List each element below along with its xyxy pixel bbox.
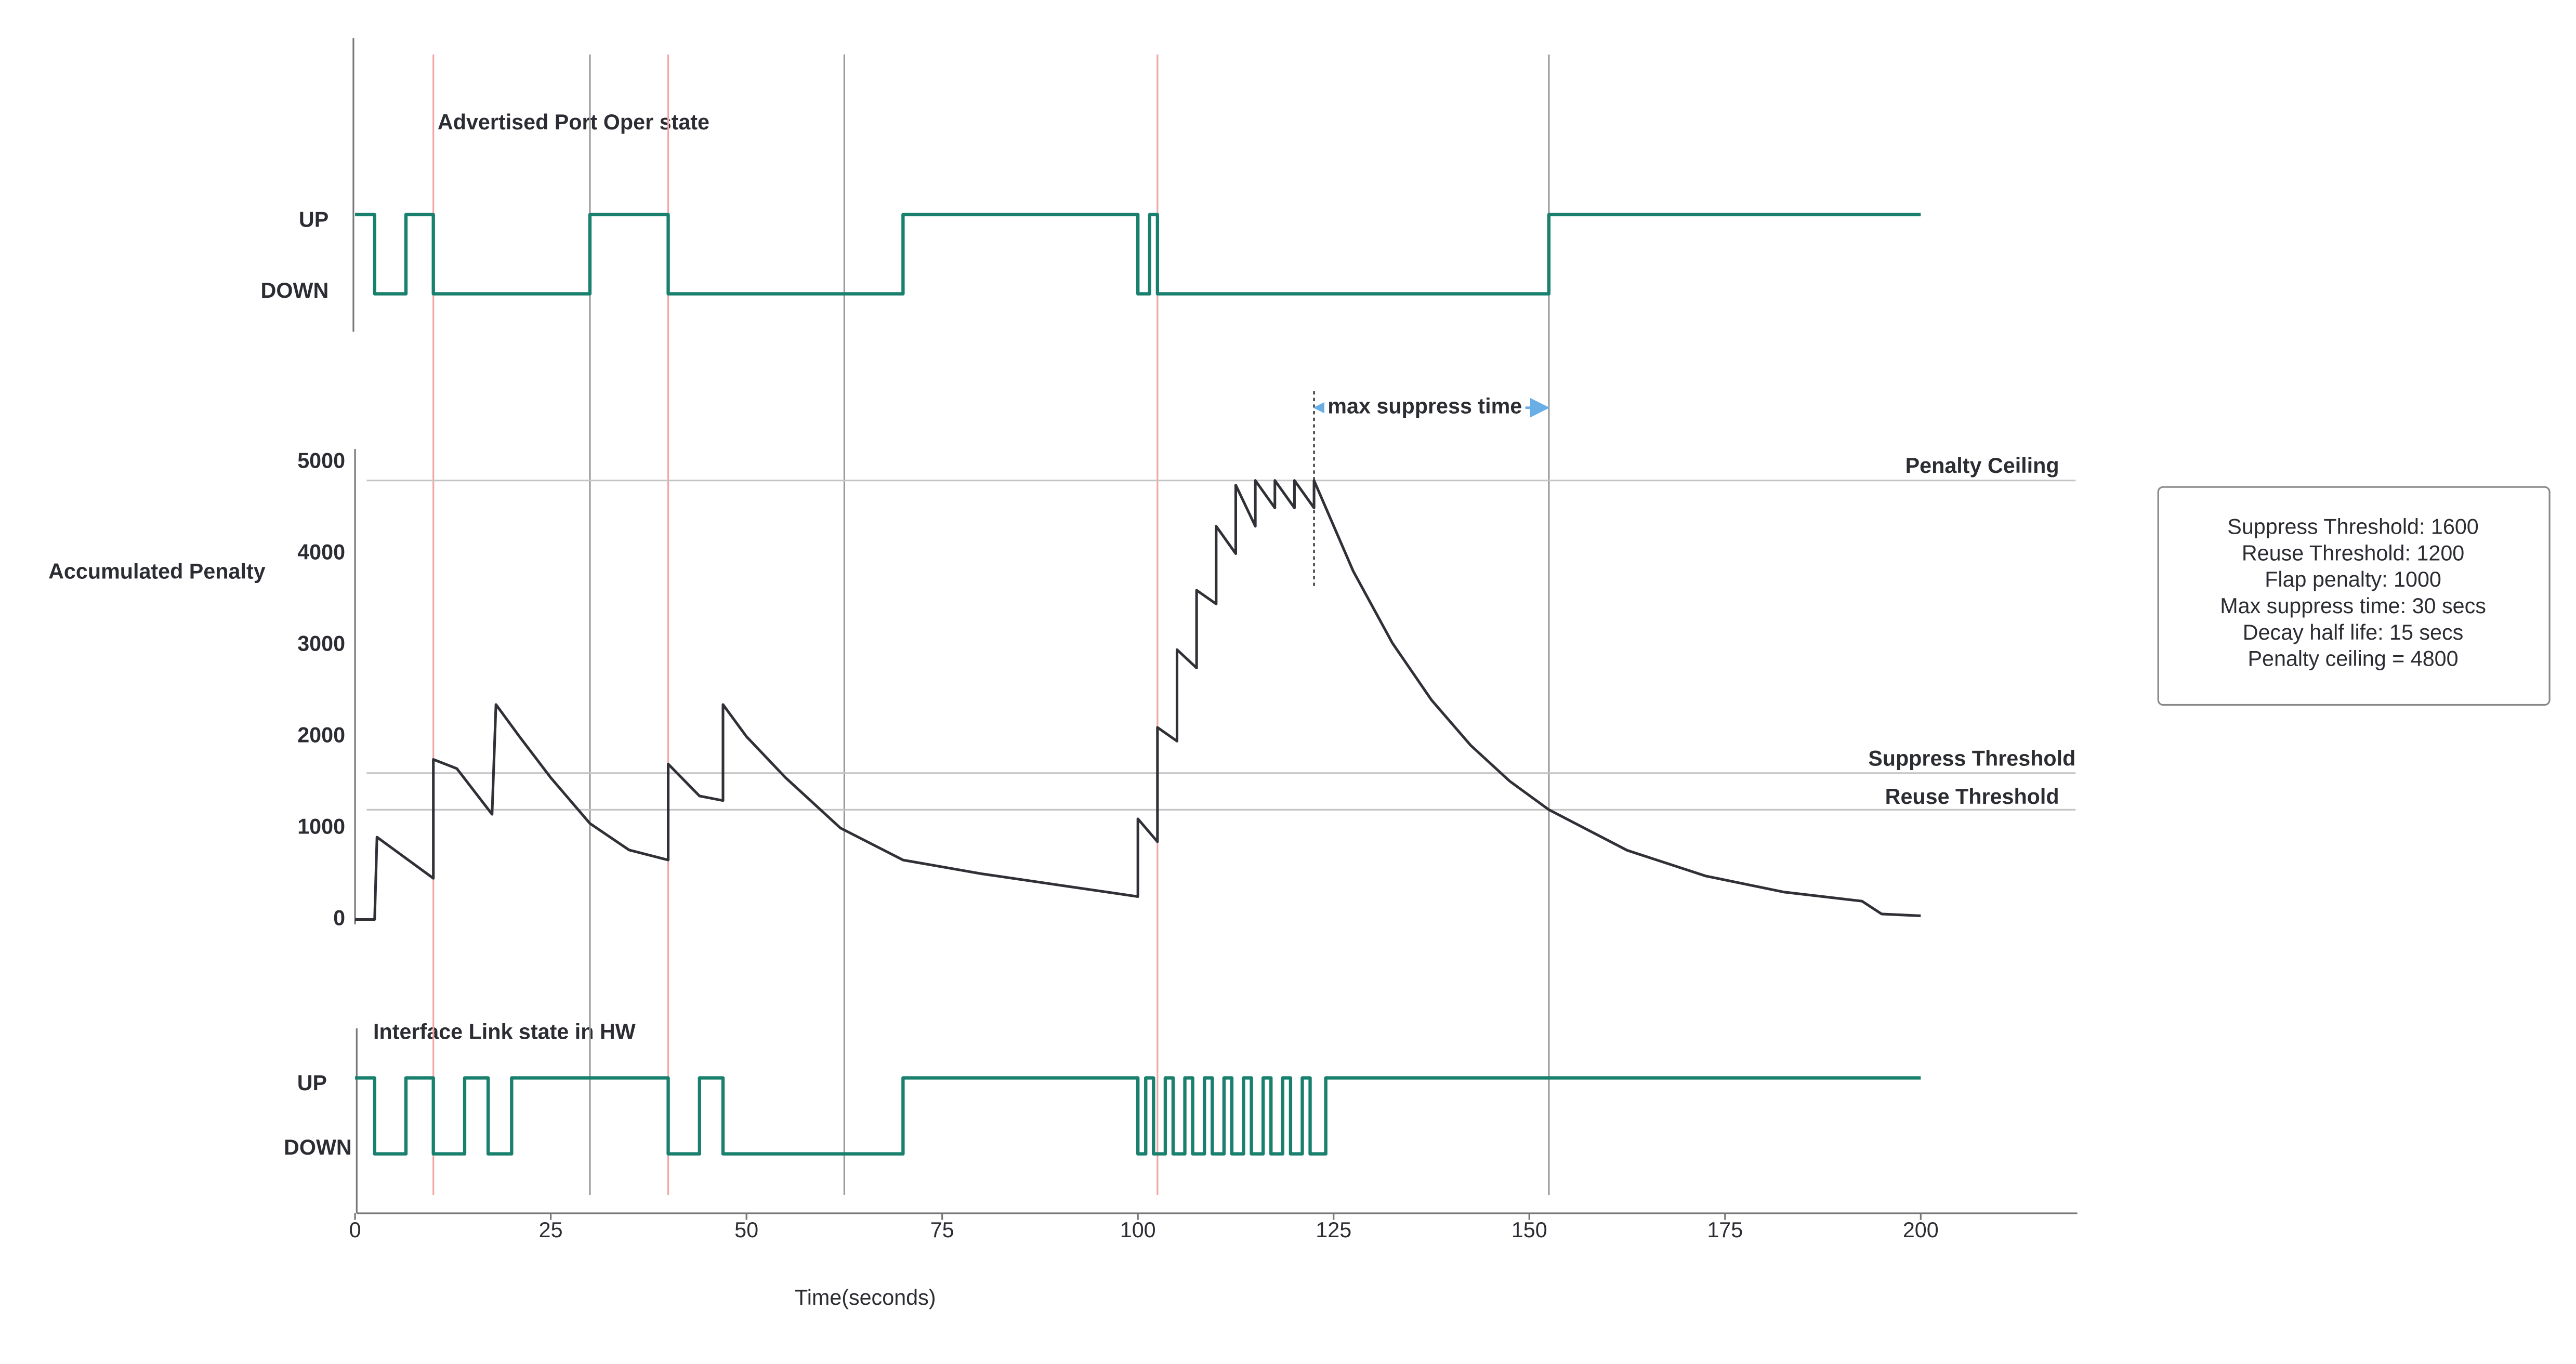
top-title: Advertised Port Oper state xyxy=(438,110,709,134)
x-tick-label: 25 xyxy=(539,1218,563,1242)
y-tick-label: 2000 xyxy=(297,723,345,747)
x-axis-label: Time(seconds) xyxy=(795,1286,936,1309)
info-line: Reuse Threshold: 1200 xyxy=(2242,541,2464,565)
x-tick-label: 150 xyxy=(1512,1218,1547,1242)
penalty-axis-label: Accumulated Penalty xyxy=(48,559,266,583)
y-tick-label: 1000 xyxy=(297,814,345,838)
threshold-label: Penalty Ceiling xyxy=(1905,454,2059,478)
y-tick-label: 3000 xyxy=(297,631,345,655)
info-line: Flap penalty: 1000 xyxy=(2265,567,2441,591)
penalty-line xyxy=(355,479,1921,921)
x-tick-label: 200 xyxy=(1903,1218,1939,1242)
threshold-label: Reuse Threshold xyxy=(1885,785,2059,809)
signal-line xyxy=(355,213,1921,296)
info-line: Decay half life: 15 secs xyxy=(2243,620,2463,644)
x-tick-label: 125 xyxy=(1316,1218,1351,1242)
level-label: DOWN xyxy=(284,1135,352,1159)
bottom-title: Interface Link state in HW xyxy=(373,1020,636,1044)
y-tick-label: 0 xyxy=(333,906,345,930)
annotation-label: max suppress time xyxy=(1328,394,1522,418)
x-tick-label: 0 xyxy=(349,1218,361,1242)
x-tick-label: 100 xyxy=(1120,1218,1156,1242)
level-label: UP xyxy=(297,1071,327,1095)
level-label: UP xyxy=(299,208,328,232)
x-tick-label: 75 xyxy=(930,1218,954,1242)
annotation-bg xyxy=(1324,394,1526,418)
signal-line xyxy=(355,1076,1921,1156)
threshold-label: Suppress Threshold xyxy=(1868,746,2075,770)
y-tick-label: 5000 xyxy=(297,448,345,472)
y-tick-label: 4000 xyxy=(297,540,345,564)
x-tick-label: 175 xyxy=(1707,1218,1743,1242)
info-line: Penalty ceiling = 4800 xyxy=(2248,647,2459,671)
x-tick-label: 50 xyxy=(734,1218,758,1242)
info-box xyxy=(2157,486,2551,706)
level-label: DOWN xyxy=(261,279,329,302)
info-line: Max suppress time: 30 secs xyxy=(2220,594,2486,618)
info-line: Suppress Threshold: 1600 xyxy=(2227,514,2478,538)
